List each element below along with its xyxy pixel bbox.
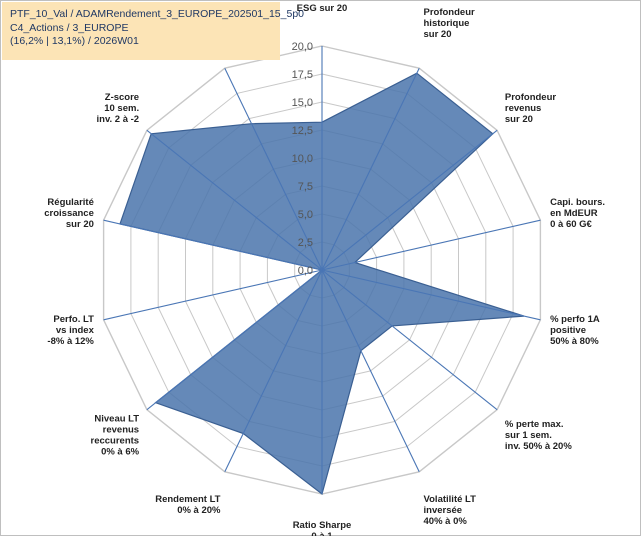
axis-spoke bbox=[321, 269, 541, 321]
axis-label-line: croissance bbox=[44, 208, 94, 219]
axis-spoke bbox=[321, 129, 498, 271]
axis-label: % perte max. sur 1 sem. inv. 50% à 20% bbox=[505, 419, 572, 452]
axis-label-line: 0% à 20% bbox=[177, 505, 221, 516]
axis-label-line: Ratio Sharpe bbox=[293, 520, 352, 531]
portfolio-stats: (16,2% | 13,1%) / 2026W01 bbox=[10, 35, 139, 47]
radial-tick-labels: 0,0 2,5 5,0 7,5 10,0 12,5 15,0 17,5 20,0 bbox=[292, 41, 313, 277]
axis-label: Profondeur historique sur 20 bbox=[424, 7, 475, 40]
radar-series bbox=[103, 46, 541, 496]
axis-label-line: sur 20 bbox=[66, 219, 94, 230]
axis-label: Niveau LT revenus reccurents 0% à 6% bbox=[91, 413, 140, 457]
portfolio-title: PTF_10_Val / ADAMRendement_3_EUROPE_2025… bbox=[10, 8, 304, 20]
axis-label: Régularité croissance sur 20 bbox=[44, 197, 94, 230]
axis-label-line: Perfo. LT bbox=[53, 314, 94, 325]
axis-spoke bbox=[146, 269, 323, 411]
axis-spoke bbox=[321, 269, 420, 473]
axis-label-line: -8% à 12% bbox=[47, 336, 94, 347]
axis-label-line: Volatilité LT bbox=[424, 494, 477, 505]
axis-label: Z-score 10 sem. inv. 2 à -2 bbox=[97, 92, 140, 125]
axis-label-line: sur 20 bbox=[424, 29, 452, 40]
tick-label: 12,5 bbox=[292, 125, 313, 137]
tick-label: 20,0 bbox=[292, 41, 313, 53]
axis-spoke bbox=[321, 269, 498, 411]
axis-label-line: sur 1 sem. bbox=[505, 430, 552, 441]
axis-label: Profondeur revenus sur 20 bbox=[505, 92, 556, 125]
portfolio-info-box: PTF_10_Val / ADAMRendement_3_EUROPE_2025… bbox=[2, 2, 304, 60]
axis-label-line: inv. 50% à 20% bbox=[505, 441, 572, 452]
axis-label-line: Niveau LT bbox=[94, 413, 139, 424]
axis-label-line: inv. 2 à -2 bbox=[97, 114, 140, 125]
axis-label-line: vs index bbox=[56, 325, 95, 336]
tick-label: 7,5 bbox=[298, 181, 313, 193]
axis-label: Perfo. LT vs index -8% à 12% bbox=[47, 314, 94, 347]
axis-label-line: 0 à 60 G€ bbox=[550, 219, 592, 230]
axis-label: Rendement LT 0% à 20% bbox=[155, 494, 221, 516]
tick-label: 17,5 bbox=[292, 69, 313, 81]
axis-label-line: Rendement LT bbox=[155, 494, 220, 505]
axis-label-line: % perte max. bbox=[505, 419, 564, 430]
axis-label-line: 0 à 1 bbox=[311, 531, 333, 536]
axis-label-line: reccurents bbox=[91, 435, 140, 446]
axis-label-line: 0% à 6% bbox=[101, 446, 140, 457]
axis-spoke bbox=[321, 219, 541, 271]
axis-label-line: Profondeur bbox=[424, 7, 475, 18]
axis-label: NoteESG sur 20 bbox=[297, 0, 348, 14]
tick-label: 15,0 bbox=[292, 97, 313, 109]
axis-label: Volatilité LT inversée 40% à 0% bbox=[424, 494, 477, 527]
tick-label: 5,0 bbox=[298, 209, 313, 221]
tick-label: 10,0 bbox=[292, 153, 313, 165]
axis-label-line: 40% à 0% bbox=[424, 516, 468, 527]
axis-label-line: positive bbox=[550, 325, 586, 336]
axis-spoke bbox=[224, 67, 323, 271]
tick-label: 2,5 bbox=[298, 237, 313, 249]
axis-spoke bbox=[103, 269, 323, 321]
axis-label-line: historique bbox=[424, 18, 470, 29]
portfolio-category: C4_Actions / 3_EUROPE bbox=[10, 21, 129, 34]
axis-spoke bbox=[103, 219, 323, 271]
axis-label-line: inversée bbox=[424, 505, 463, 516]
tick-label: 0,0 bbox=[298, 265, 313, 277]
axis-spoke bbox=[224, 269, 323, 473]
axis-label-line: revenus bbox=[103, 424, 139, 435]
axis-label-line: ESG sur 20 bbox=[297, 3, 348, 14]
axis-label-line: Z-score bbox=[105, 92, 139, 103]
axis-label: % perfo 1A positive 50% à 80% bbox=[550, 314, 600, 347]
axis-label-line: 10 sem. bbox=[104, 103, 139, 114]
axis-label-line: 50% à 80% bbox=[550, 336, 599, 347]
axis-label: Ratio Sharpe0 à 1 bbox=[293, 520, 352, 536]
axis-label-line: sur 20 bbox=[505, 114, 533, 125]
axis-label: Capi. bours. en MdEUR 0 à 60 G€ bbox=[550, 197, 605, 230]
axis-label-line: en MdEUR bbox=[550, 208, 598, 219]
axis-label-line: Note bbox=[311, 0, 332, 3]
axis-label-line: Profondeur bbox=[505, 92, 556, 103]
axis-spoke bbox=[321, 67, 420, 271]
axis-label-line: Capi. bours. bbox=[550, 197, 605, 208]
axis-label-line: % perfo 1A bbox=[550, 314, 600, 325]
axis-label-line: Régularité bbox=[47, 197, 93, 208]
axis-spoke bbox=[146, 129, 323, 271]
axis-label-line: revenus bbox=[505, 103, 541, 114]
